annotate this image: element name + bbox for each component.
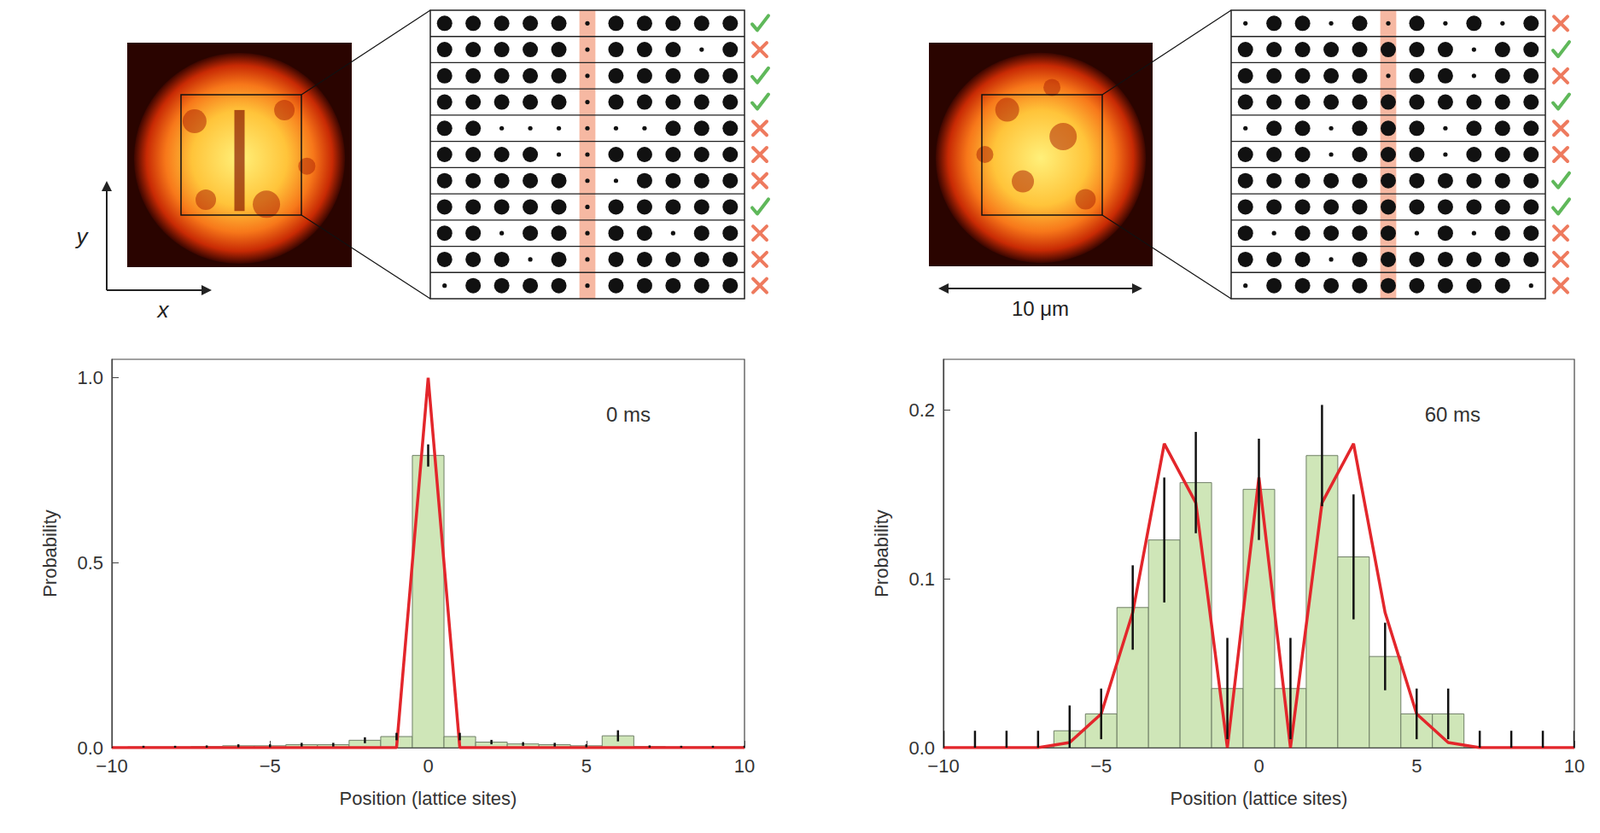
svg-text:Position (lattice sites): Position (lattice sites) [1170,788,1349,810]
svg-text:−10: −10 [95,755,128,777]
svg-text:5: 5 [581,755,592,777]
svg-text:0.2: 0.2 [908,399,935,421]
svg-text:Probability: Probability [870,509,893,598]
svg-text:5: 5 [1411,755,1422,777]
svg-text:10: 10 [734,755,755,777]
svg-text:0 ms: 0 ms [606,402,651,427]
svg-text:10: 10 [1564,755,1585,777]
svg-text:−5: −5 [1090,755,1112,777]
svg-text:0.0: 0.0 [77,737,104,759]
svg-text:−10: −10 [927,755,959,777]
svg-text:−5: −5 [259,755,281,777]
svg-text:y: y [75,223,90,250]
svg-text:10 μm: 10 μm [1011,297,1069,321]
svg-text:0.5: 0.5 [76,552,104,574]
svg-text:0.1: 0.1 [908,568,935,590]
svg-text:Position (lattice sites): Position (lattice sites) [339,788,518,810]
svg-text:1.0: 1.0 [76,367,104,389]
svg-text:x: x [156,297,170,323]
svg-text:0.0: 0.0 [908,737,935,759]
svg-text:0: 0 [422,755,433,777]
svg-text:60 ms: 60 ms [1424,402,1481,427]
svg-text:Probability: Probability [39,509,61,598]
svg-text:0: 0 [1253,755,1264,777]
